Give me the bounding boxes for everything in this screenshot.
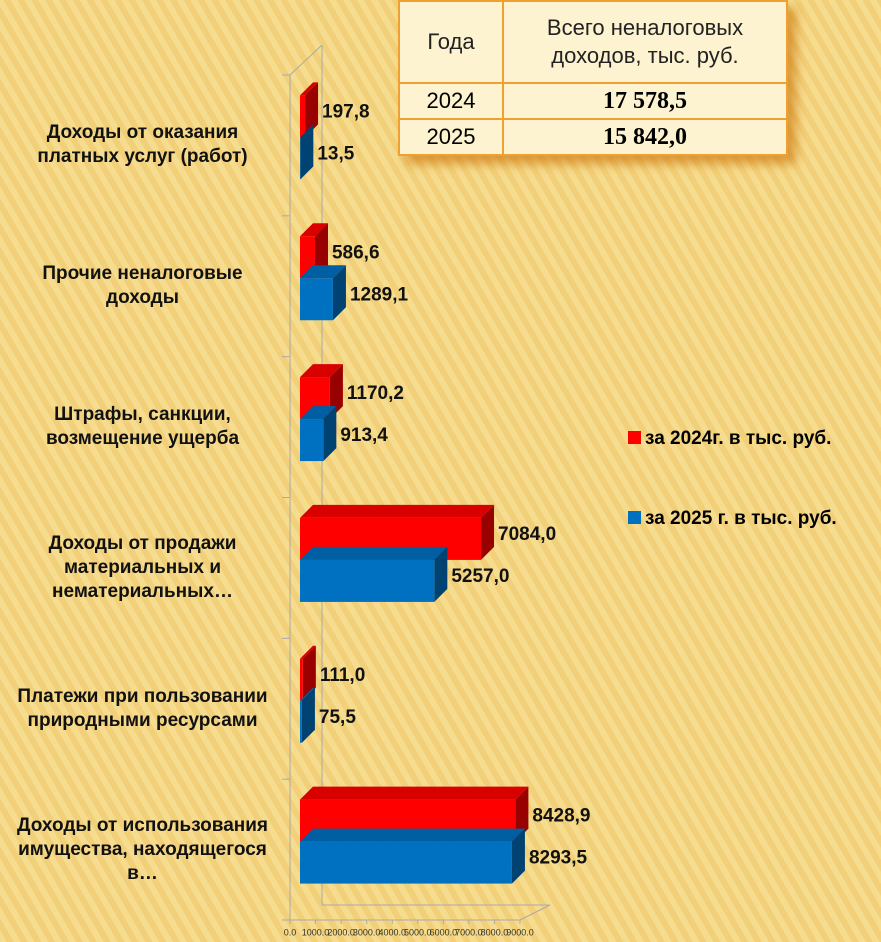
bar	[300, 95, 306, 138]
x-tick-label: 7000.0	[455, 927, 483, 937]
x-tick-label: 4000.0	[378, 927, 406, 937]
value-label: 1170,2	[347, 383, 404, 404]
bar-side	[332, 265, 346, 321]
value-label: 197,8	[322, 101, 370, 122]
category-label: Доходы от оказания платных услуг (работ)	[37, 122, 248, 168]
value-label: 5257,0	[451, 566, 509, 587]
bar	[300, 419, 324, 462]
table-cell: 17 578,5	[502, 82, 788, 120]
table-cell: 15 842,0	[502, 118, 788, 156]
totals-table: Года Всего неналоговых доходов, тыс. руб.…	[398, 0, 788, 156]
bar-side	[329, 364, 343, 420]
table-cell: 2025	[398, 118, 504, 156]
bar-top	[300, 124, 314, 138]
x-tick-label: 0.0	[284, 927, 297, 937]
bar-top	[300, 223, 328, 237]
bar	[300, 700, 302, 743]
bar-side	[515, 786, 529, 842]
bar-top	[300, 364, 343, 378]
value-label: 7084,0	[498, 524, 556, 545]
bar-top	[300, 786, 529, 800]
x-tick-label: 8000.0	[481, 927, 509, 937]
bar-top	[300, 687, 315, 701]
category-label: Доходы от использования имущества, наход…	[16, 814, 269, 884]
x-tick-label: 3000.0	[353, 927, 381, 937]
value-label: 913,4	[340, 425, 388, 446]
x-tick-label: 5000.0	[404, 927, 432, 937]
legend-text: за 2024г. в тыс. руб.	[645, 428, 832, 449]
bar-side	[300, 124, 314, 180]
category-label: Штрафы, санкции, возмещение ущерба	[45, 404, 240, 450]
bar-top	[300, 828, 525, 842]
bar-top	[300, 265, 346, 279]
table-header: Года	[398, 0, 504, 84]
x-tick-label: 2000.0	[327, 927, 355, 937]
bar-side	[434, 546, 448, 602]
legend-item: за 2025 г. в тыс. руб.	[628, 505, 868, 532]
value-label: 111,0	[320, 665, 365, 686]
bar-top	[300, 82, 319, 96]
value-label: 8428,9	[532, 806, 590, 827]
bar-top	[300, 406, 337, 420]
x-tick-label: 9000.0	[506, 927, 534, 937]
bar-side	[314, 223, 328, 279]
bar	[300, 278, 333, 321]
bar-side	[301, 687, 315, 743]
legend-item: за 2024г. в тыс. руб.	[628, 425, 868, 452]
bar-side	[302, 645, 316, 701]
bar-top	[300, 546, 448, 560]
value-label: 8293,5	[529, 848, 588, 869]
bar-top	[300, 645, 316, 659]
legend-swatch	[628, 431, 641, 444]
category-label: Прочие неналоговые доходы	[42, 263, 243, 309]
bar	[300, 658, 303, 701]
bar-top	[300, 504, 495, 518]
bar-side	[323, 406, 337, 462]
value-label: 1289,1	[350, 284, 409, 305]
axis-line	[519, 904, 551, 921]
bar	[300, 559, 435, 602]
axis-line	[289, 44, 323, 76]
table-cell: 2024	[398, 82, 504, 120]
value-label: 75,5	[319, 707, 356, 728]
bar-side	[481, 504, 495, 560]
category-label: Доходы от продажи материальных и нематер…	[48, 532, 237, 602]
bar	[300, 841, 512, 884]
x-tick-label: 1000.0	[302, 927, 330, 937]
value-label: 13,5	[317, 143, 354, 164]
table-header: Всего неналоговых доходов, тыс. руб.	[502, 0, 788, 84]
bar-side	[511, 828, 525, 884]
bar-side	[305, 82, 319, 138]
x-tick-label: 6000.0	[430, 927, 458, 937]
value-label: 586,6	[332, 242, 380, 263]
legend-text: за 2025 г. в тыс. руб.	[645, 508, 837, 529]
legend-swatch	[628, 511, 641, 524]
category-label: Платежи при пользовании природными ресур…	[17, 685, 268, 731]
